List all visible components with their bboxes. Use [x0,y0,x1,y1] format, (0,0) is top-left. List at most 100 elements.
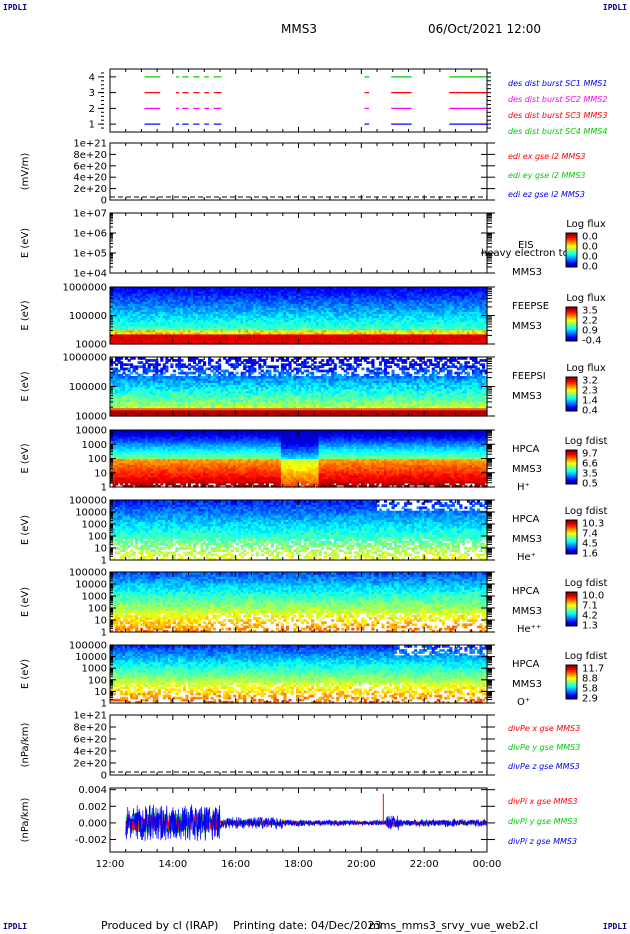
panel-2-ylabel: E (eV) [20,228,31,258]
panel-8-spectrogram [110,645,488,704]
panel-4-ytick-label: 1000000 [62,353,107,364]
x-tick-label: 14:00 [158,859,187,870]
panel-6-species-label: He⁺ [517,552,536,563]
panel-1-ytick-label: 8e+20 [73,150,107,161]
panel-10-legend-0: divPi x gse MMS3 [508,797,578,806]
panel-4-instrument-label: FEEPSI [512,371,546,382]
panel-8-ytick-label: 100 [88,675,107,686]
panel-0-ytick-label: 3 [89,88,95,99]
panel-8-spacecraft-label: MMS3 [512,679,542,690]
panel-1-ytick-label: 0 [101,196,107,207]
panel-10-ytick-label: 0.000 [78,818,107,829]
panel-1-ytick-label: 6e+20 [73,161,107,172]
panel-5-spacecraft-label: MMS3 [512,464,542,475]
panel-3-instrument-label: FEEPSE [512,301,549,312]
panel-2-colorbar-title: Log flux [566,219,606,230]
panel-3-colorbar-tick: -0.4 [582,336,602,347]
panel-5-ytick-label: 100 [88,454,107,465]
panel-4-colorbar-tick: 3.2 [582,376,598,387]
panel-6-colorbar-tick: 10.3 [582,519,604,530]
panel-4-colorbar-tick: 0.4 [582,406,598,417]
panel-0-legend-3: des dist burst SC4 MMS4 [508,127,607,136]
panel-10-legend-2: divPi z gse MMS3 [508,837,577,846]
panel-2-frame [109,212,488,274]
panel-2-ytick-label: 1e+07 [73,209,107,220]
panel-10-ytick-label: 0.004 [78,785,107,796]
panel-0-ytick-label: 2 [89,104,95,115]
panel-2-colorbar-tick: 0.0 [582,242,598,253]
panel-1-legend-0: edi ex gse l2 MMS3 [508,152,586,161]
panel-7-instrument-label: HPCA [512,586,540,597]
panel-2-colorbar-tick: 0.0 [582,262,598,273]
panel-4-colorbar-title: Log flux [566,363,606,374]
panel-5-spectrogram [110,430,488,488]
panel-4-ytick-label: 100000 [69,382,107,393]
panel-6-ytick-label: 100000 [69,496,107,507]
panel-4-colorbar-tick: 1.4 [582,396,598,407]
panel-4-colorbar-tick: 2.3 [582,386,598,397]
panel-6-colorbar-title: Log fdist [565,506,608,517]
panel-3-colorbar-title: Log flux [566,293,606,304]
panel-5-colorbar-tick: 0.5 [582,479,598,490]
panel-7-ytick-label: 10000 [75,580,107,591]
panel-8-ylabel: E (eV) [20,659,31,689]
panel-7-colorbar-tick: 4.2 [582,611,598,622]
panel-8-colorbar-tick: 11.7 [582,664,604,675]
panel-8-colorbar-tick: 2.9 [582,694,598,705]
footer-printing-date: Printing date: 04/Dec/2023 [233,919,382,932]
panel-8-ytick-label: 10000 [75,652,107,663]
panel-3-colorbar [565,306,578,342]
x-tick-label: 00:00 [473,859,502,870]
panel-5-instrument-label: HPCA [512,444,540,455]
panel-8-species-label: O⁺ [517,697,530,708]
panel-7-species-label: He⁺⁺ [517,624,541,635]
divpi-z-line [125,804,488,842]
panel-5-species-label: H⁺ [517,482,530,493]
mission-title: MMS3 [281,22,317,36]
panel-1-ytick-label: 4e+20 [73,173,107,184]
panel-5-ytick-label: 1000 [82,440,107,451]
x-tick-label: 18:00 [284,859,313,870]
panel-9-ytick-label: 0 [101,771,107,782]
panel-6-ytick-label: 100 [88,532,107,543]
panel-2-overlay-text: heavy electron to [481,248,569,259]
panel-2-instrument-label: EIS [518,240,534,251]
panel-5-colorbar-tick: 3.5 [582,469,598,480]
x-tick-label: 22:00 [410,859,439,870]
panel-10-ytick-label: -0.002 [75,835,107,846]
panel-7-colorbar-tick: 10.0 [582,591,604,602]
panel-8-colorbar-tick: 8.8 [582,674,598,685]
panel-9-legend-2: divPe z gse MMS3 [508,762,580,771]
panel-1-ytick-label: 1e+21 [73,139,107,150]
panel-7-colorbar [565,591,578,627]
panel-6-colorbar-tick: 1.6 [582,549,598,560]
panel-8-colorbar [565,664,578,700]
panel-7-ytick-label: 1000 [82,592,107,603]
panel-2-colorbar-tick: 0.0 [582,252,598,263]
footer-filename: mms_mms3_srvy_vue_web2.cl [369,919,538,932]
corner-label-bottom-right: IPDLI [603,922,627,931]
panel-9-frame [109,714,488,776]
panel-8-ytick-label: 10 [94,687,107,698]
panel-5-colorbar-tick: 9.7 [582,449,598,460]
panel-6-ytick-label: 10000 [75,508,107,519]
panel-5-ytick-label: 10 [94,468,107,479]
panel-6-colorbar-tick: 7.4 [582,529,598,540]
panel-7-colorbar-tick: 7.1 [582,601,598,612]
panel-8-colorbar-title: Log fdist [565,651,608,662]
panel-0-legend-2: des dist burst SC3 MMS3 [508,111,607,120]
panel-6-instrument-label: HPCA [512,514,540,525]
panel-7-ytick-label: 100000 [69,568,107,579]
footer-produced-by: Produced by cl (IRAP) [101,919,218,932]
x-tick-label: 20:00 [347,859,376,870]
panel-0-ytick-label: 1 [89,120,95,131]
panel-6-ytick-label: 10 [94,544,107,555]
panel-9-ytick-label: 2e+20 [73,759,107,770]
panel-6-ylabel: E (eV) [20,515,31,545]
panel-9-ytick-label: 8e+20 [73,723,107,734]
panel-7-ytick-label: 100 [88,604,107,615]
panel-4-colorbar [565,376,578,412]
panel-1-legend-2: edi ez gse l2 MMS3 [508,190,585,199]
panel-7-spectrogram [110,572,488,633]
